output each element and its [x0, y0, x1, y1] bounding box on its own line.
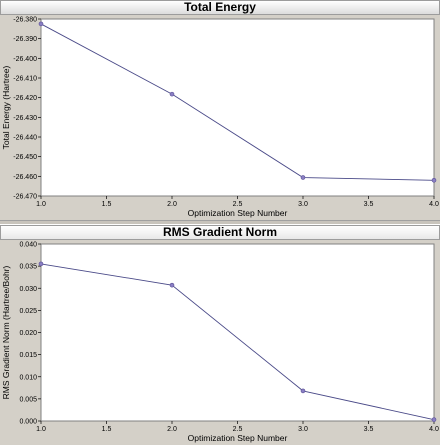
x-tick-label: 2.0: [167, 426, 177, 433]
x-tick-label: 4.0: [429, 426, 439, 433]
y-tick-label: -26.450: [13, 154, 37, 161]
y-tick-label: 0.000: [19, 419, 37, 426]
x-tick-label: 3.5: [364, 426, 374, 433]
y-axis-label: Total Energy (Hartree): [1, 66, 11, 150]
y-tick-label: 0.035: [19, 264, 37, 271]
y-tick-label: -26.430: [13, 115, 37, 122]
data-point[interactable]: [169, 282, 175, 288]
x-tick-label: 1.0: [36, 201, 46, 208]
data-point[interactable]: [431, 417, 437, 422]
chart-title: Total Energy: [0, 0, 440, 15]
chart-title: RMS Gradient Norm: [0, 225, 440, 240]
data-point[interactable]: [300, 388, 306, 394]
y-tick-label: -26.440: [13, 135, 37, 142]
x-tick-label: 2.0: [167, 201, 177, 208]
rms-gradient-chart: 1.0 1.5 2.0 2.5 3.0 3.5 4.0 0.040 0.035 0.030 0.02…: [1, 242, 439, 444]
series-line: [40, 263, 435, 421]
y-tick-label: 0.010: [19, 374, 37, 381]
y-tick-label: -26.380: [13, 17, 37, 24]
x-tick-label: 3.5: [364, 201, 374, 208]
x-tick-label: 1.0: [36, 426, 46, 433]
plot-area: [40, 18, 435, 197]
y-tick-label: 0.005: [19, 396, 37, 403]
plot-area: [40, 243, 435, 422]
data-point[interactable]: [300, 175, 306, 180]
x-tick-label: 3.0: [298, 426, 308, 433]
x-tick-label: 4.0: [429, 201, 439, 208]
data-point[interactable]: [38, 21, 44, 27]
total-energy-chart: 1.0 1.5 2.0 2.5 3.0 3.5 4.0 -26.380 -26.390 -26.4…: [1, 17, 439, 219]
y-tick-label: -26.410: [13, 76, 37, 83]
y-tick-label: -26.400: [13, 56, 37, 63]
x-tick-label: 2.5: [233, 426, 243, 433]
x-axis-label: Optimization Step Number: [188, 208, 288, 218]
energy-panel: Total Energy 1.0 1.5 2.0 2.5 3.0 3.5 4.0 -26.38…: [0, 0, 440, 220]
y-tick-label: -26.390: [13, 36, 37, 43]
y-tick-label: 0.020: [19, 330, 37, 337]
x-tick-label: 2.5: [233, 201, 243, 208]
gradient-panel: RMS Gradient Norm 1.0 1.5 2.0 2.5 3.0 3.5 4.0 0…: [0, 225, 440, 445]
panel-divider[interactable]: [0, 220, 440, 225]
data-point[interactable]: [431, 177, 437, 183]
x-tick-label: 1.5: [102, 426, 112, 433]
x-tick-label: 3.0: [298, 201, 308, 208]
y-tick-label: 0.015: [19, 352, 37, 359]
x-tick-label: 1.5: [102, 201, 112, 208]
y-tick-label: 0.025: [19, 308, 37, 315]
y-tick-label: 0.040: [19, 242, 37, 249]
y-tick-label: -26.460: [13, 174, 37, 181]
series-line: [40, 23, 435, 181]
data-point[interactable]: [169, 91, 175, 97]
y-tick-label: 0.030: [19, 286, 37, 293]
x-axis-label: Optimization Step Number: [188, 433, 288, 443]
y-tick-label: -26.470: [13, 194, 37, 201]
y-tick-label: -26.420: [13, 95, 37, 102]
data-point[interactable]: [38, 261, 44, 267]
y-axis-label: RMS Gradient Norm (Hartree/Bohr): [1, 265, 11, 399]
